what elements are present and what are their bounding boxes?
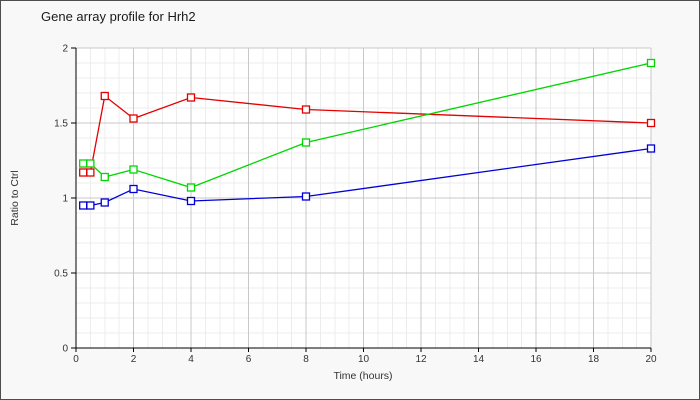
data-point-marker bbox=[301, 192, 311, 201]
red-series-markers bbox=[79, 91, 656, 177]
data-point-marker bbox=[86, 159, 95, 168]
data-point-marker bbox=[646, 144, 656, 153]
data-point-marker bbox=[129, 184, 138, 194]
data-point-marker bbox=[301, 105, 311, 114]
green-series-markers bbox=[79, 58, 656, 192]
data-point-marker bbox=[301, 138, 311, 147]
data-point-marker bbox=[100, 198, 109, 207]
data-point-marker bbox=[129, 165, 138, 174]
x-tick-label: 0 bbox=[73, 354, 79, 365]
data-point-marker bbox=[79, 168, 88, 177]
x-tick-label: 8 bbox=[303, 354, 309, 365]
data-point-marker bbox=[186, 196, 196, 206]
data-point-marker bbox=[186, 183, 196, 192]
x-tick-label: 12 bbox=[415, 354, 427, 365]
tick-labels: 0 2 4 6 8 10 12 14 16 18 20 0 0.5 1 1.5 2 bbox=[54, 44, 657, 366]
x-tick-label: 4 bbox=[188, 354, 194, 365]
y-tick-label: 1 bbox=[62, 194, 68, 205]
blue-series-markers bbox=[79, 144, 656, 210]
data-point-marker bbox=[86, 201, 95, 210]
x-tick-label: 18 bbox=[588, 354, 600, 365]
data-point-marker bbox=[646, 118, 656, 128]
x-tick-label: 6 bbox=[246, 354, 252, 365]
y-axis-label: Ratio to Ctrl bbox=[9, 170, 21, 226]
y-tick-label: 1.5 bbox=[54, 119, 68, 130]
data-point-marker bbox=[79, 159, 88, 168]
x-tick-label: 16 bbox=[530, 354, 542, 365]
series-markers bbox=[79, 58, 656, 210]
data-point-marker bbox=[100, 91, 109, 101]
data-point-marker bbox=[186, 93, 196, 102]
x-tick-label: 10 bbox=[358, 354, 370, 365]
y-tick-label: 0.5 bbox=[54, 269, 68, 280]
data-point-marker bbox=[646, 58, 656, 68]
y-tick-label: 2 bbox=[62, 44, 68, 55]
y-tick-label: 0 bbox=[62, 344, 68, 355]
axes bbox=[71, 47, 652, 352]
data-point-marker bbox=[79, 201, 88, 210]
data-point-marker bbox=[100, 172, 109, 182]
x-tick-label: 14 bbox=[473, 354, 485, 365]
chart-title: Gene array profile for Hrh2 bbox=[41, 9, 196, 24]
data-point-marker bbox=[86, 168, 95, 177]
x-axis-label: Time (hours) bbox=[333, 370, 393, 382]
x-tick-label: 2 bbox=[131, 354, 137, 365]
x-tick-label: 20 bbox=[645, 354, 657, 365]
data-point-marker bbox=[129, 114, 138, 123]
